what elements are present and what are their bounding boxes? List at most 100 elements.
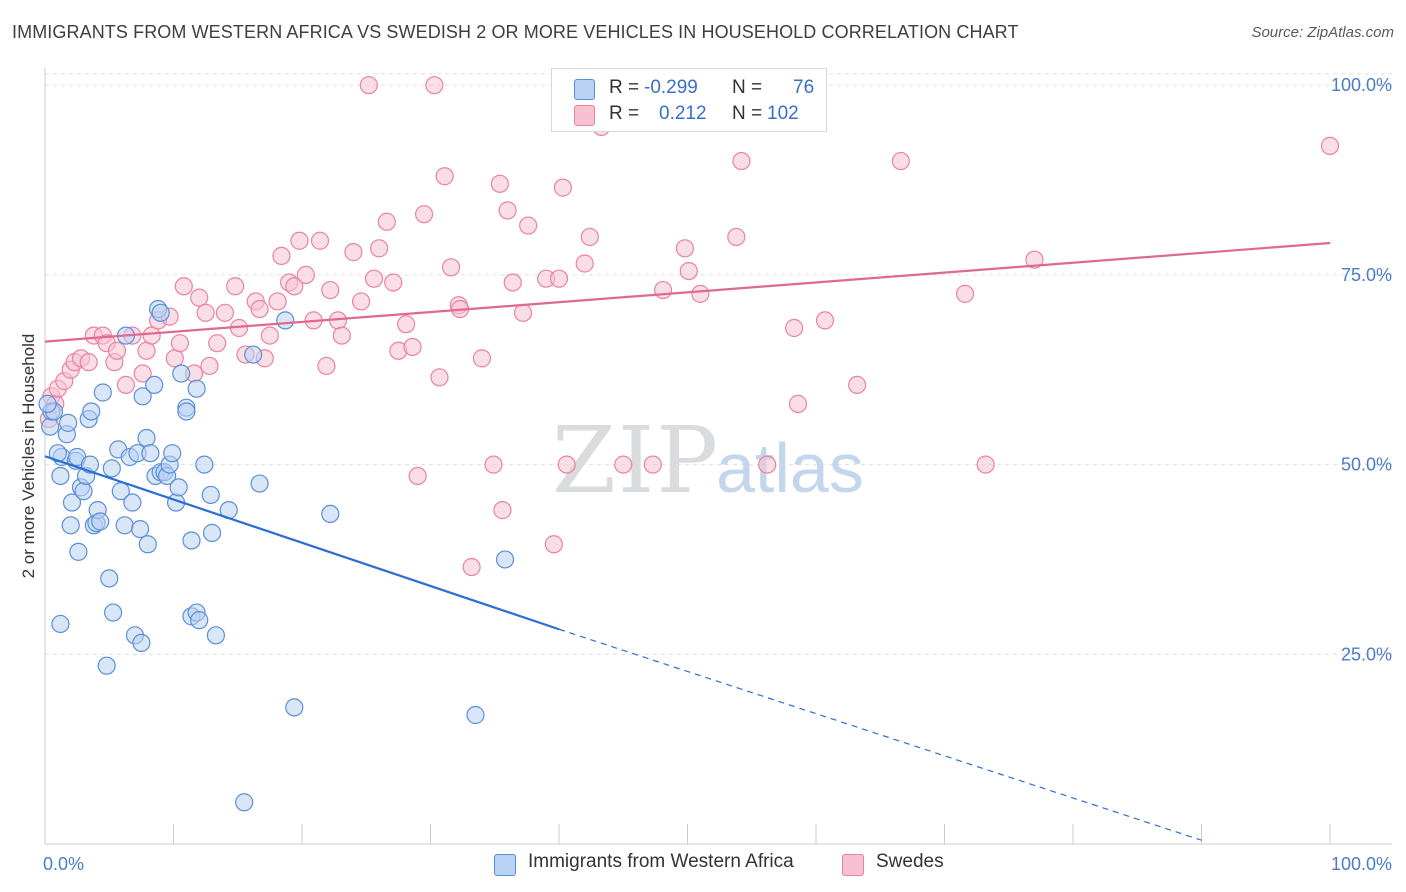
western-africa-point: [51, 466, 70, 486]
correlation-legend: R = -0.299 N = 76 R = 0.212 N = 102: [551, 68, 827, 132]
western-africa-point: [276, 311, 295, 330]
western-africa-point: [187, 379, 206, 398]
bottom-legend-swatch-blue: [494, 854, 516, 876]
swedes-point: [462, 557, 481, 577]
western-africa-point: [163, 444, 182, 463]
swedes-point: [196, 303, 215, 322]
axes: [44, 68, 1392, 845]
swedes-point: [190, 288, 209, 307]
swedes-point: [498, 201, 517, 220]
western-africa-point: [69, 542, 88, 561]
legend-r-label: R =: [609, 77, 640, 98]
western-africa-point: [285, 698, 304, 717]
swedes-point: [142, 326, 161, 345]
western-africa-point: [123, 493, 142, 512]
swedes-trend-line: [44, 241, 1331, 343]
y-tick-label: 50.0%: [1341, 455, 1392, 475]
swedes-point: [321, 280, 340, 300]
legend-n-value: 76: [793, 77, 815, 98]
swedes-point: [727, 227, 746, 247]
x-tick-label: 0.0%: [43, 854, 84, 874]
swedes-point: [643, 455, 662, 474]
western-africa-trend-line: [44, 455, 560, 631]
swedes-point: [200, 356, 219, 376]
western-africa-point: [321, 504, 340, 524]
swedes-point: [1320, 136, 1340, 155]
swedes-point: [679, 261, 698, 281]
chart-title: IMMIGRANTS FROM WESTERN AFRICA VS SWEDIS…: [12, 22, 1019, 42]
swedes-point: [285, 277, 304, 296]
swedes-point: [344, 243, 363, 262]
swedes-point: [472, 349, 491, 368]
western-africa-point: [244, 345, 263, 364]
swedes-point: [549, 269, 569, 288]
swedes-point: [580, 227, 599, 247]
legend-r-value: -0.299: [644, 77, 698, 98]
western-africa-point: [195, 455, 214, 474]
western-africa-point: [190, 611, 209, 630]
swedes-point: [891, 151, 910, 171]
western-africa-point: [41, 417, 60, 436]
trend-lines: [44, 241, 1331, 841]
western-africa-point: [138, 535, 157, 554]
swedes-point: [653, 280, 673, 300]
western-africa-point: [59, 413, 78, 432]
swedes-point: [503, 273, 522, 292]
swedes-point: [317, 356, 336, 376]
legend-r-value: 0.212: [659, 103, 707, 124]
swedes-point: [519, 216, 538, 235]
swedes-point: [430, 368, 449, 387]
bottom-legend-label: Swedes: [876, 851, 944, 872]
western-africa-point: [102, 459, 121, 478]
western-africa-point: [61, 516, 80, 535]
swedes-point: [848, 375, 867, 395]
western-africa-point: [177, 402, 196, 421]
swedes-point: [165, 349, 184, 368]
swedes-point: [955, 284, 975, 303]
x-tick-label: 100.0%: [1331, 854, 1392, 874]
swedes-point: [441, 258, 461, 277]
western-africa-point: [91, 512, 110, 531]
swedes-point: [544, 535, 563, 554]
western-africa-point: [51, 614, 70, 634]
swedes-point: [513, 303, 533, 322]
swedes-point: [370, 239, 389, 258]
legend-swatch-pink: [574, 105, 595, 126]
western-africa-point: [104, 603, 123, 622]
swedes-point: [614, 455, 633, 474]
swedes-point: [408, 466, 427, 486]
legend-r-label: R =: [609, 103, 640, 124]
swedes-point: [1025, 250, 1044, 269]
swedes-point: [290, 231, 309, 250]
swedes-point: [435, 167, 454, 186]
grid-lines: [45, 73, 1392, 655]
swedes-point: [272, 246, 291, 266]
swedes-point: [133, 364, 152, 383]
western-africa-point: [151, 303, 170, 322]
swedes-point: [137, 341, 156, 360]
western-africa-point: [172, 364, 191, 383]
swedes-point: [332, 326, 351, 345]
western-africa-point: [169, 478, 188, 497]
bottom-legend-label: Immigrants from Western Africa: [528, 851, 794, 872]
swedes-point: [226, 277, 245, 296]
western-africa-point: [495, 550, 515, 569]
legend-n-label: N =: [732, 103, 763, 124]
western-africa-point: [206, 626, 226, 645]
western-africa-point: [202, 523, 222, 542]
western-africa-point: [93, 383, 112, 402]
swedes-point: [107, 341, 127, 360]
western-africa-point: [201, 485, 220, 505]
swedes-point: [575, 254, 594, 273]
swedes-point: [414, 205, 434, 224]
swedes-point: [364, 269, 384, 288]
western-africa-point: [137, 428, 156, 448]
swedes-point: [359, 76, 378, 95]
western-africa-point: [182, 531, 201, 550]
y-axis-label: 2 or more Vehicles in Household: [19, 334, 38, 579]
western-africa-point: [133, 387, 152, 406]
western-africa-point: [74, 482, 93, 501]
western-africa-trend-extension: [558, 628, 1202, 841]
swedes-point: [377, 212, 396, 231]
